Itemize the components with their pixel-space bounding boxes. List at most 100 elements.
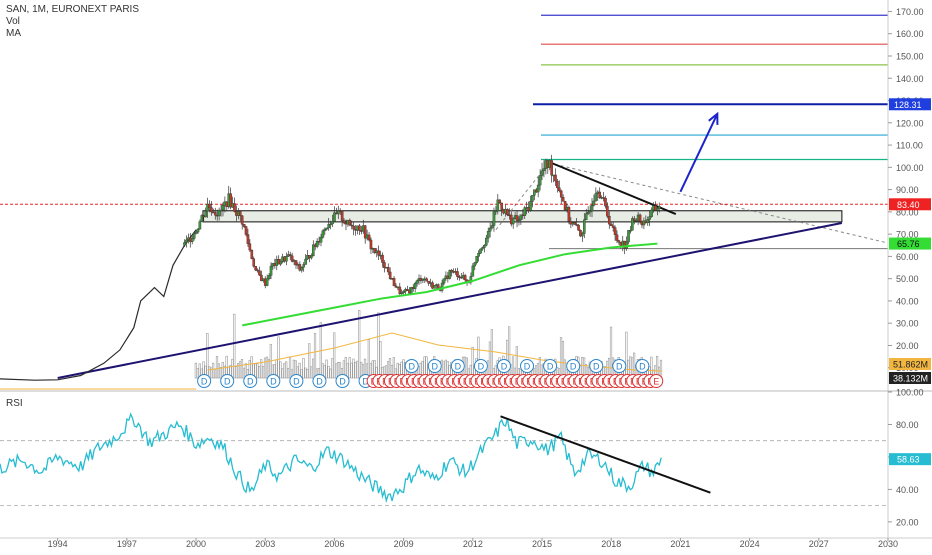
- candle-body: [613, 227, 617, 235]
- candle-body: [254, 266, 257, 271]
- candle-body: [609, 223, 613, 227]
- dividend-marker-letter: D: [270, 377, 277, 387]
- candle-body: [650, 209, 653, 217]
- price-tick-label: 160.00: [896, 29, 924, 39]
- volume-bar: [356, 360, 359, 379]
- dividend-marker[interactable]: D: [289, 374, 304, 388]
- candle-body: [456, 271, 459, 277]
- volume-bar: [333, 332, 336, 379]
- target-arrow-shaft: [679, 113, 719, 193]
- volume-ma-line: [207, 332, 663, 372]
- candle-body: [369, 239, 373, 250]
- dividend-marker-circle: [450, 359, 465, 373]
- candle-body: [471, 265, 475, 277]
- volume-bar: [306, 368, 309, 379]
- volume-value-badge: [889, 372, 931, 384]
- candle-body: [288, 254, 292, 257]
- volume-value-label: 51.862M: [893, 360, 928, 370]
- price-tick-label: 60.00: [896, 252, 919, 262]
- candle-body: [367, 234, 371, 241]
- dividend-marker-letter: D: [547, 362, 554, 372]
- candle-body: [410, 287, 413, 294]
- volume-bar: [358, 310, 361, 379]
- candle-body: [583, 219, 586, 234]
- legend-rsi[interactable]: RSI: [6, 398, 23, 409]
- dividend-marker-circle: [496, 359, 511, 373]
- candle-body: [265, 278, 269, 286]
- dividend-marker[interactable]: D: [496, 359, 511, 373]
- legend-ma[interactable]: MA: [6, 28, 21, 39]
- candle-body: [433, 285, 436, 289]
- candle-body: [531, 195, 534, 202]
- ma-value-badge: [889, 237, 931, 250]
- dividend-marker-letter: D: [316, 377, 323, 387]
- candle-body: [381, 254, 384, 263]
- symbol-title[interactable]: SAN, 1M, EURONEXT PARIS: [6, 4, 139, 15]
- dividend-marker[interactable]: D: [543, 359, 558, 373]
- candle-body: [490, 225, 494, 229]
- volume-bar: [196, 368, 199, 379]
- target-arrow-head: [708, 111, 719, 125]
- rsi-value-badge: [889, 453, 931, 466]
- candle-body: [290, 255, 294, 262]
- dividend-marker[interactable]: D: [312, 374, 327, 388]
- rsi-value-label: 58.63: [897, 455, 920, 465]
- dividend-marker[interactable]: D: [243, 374, 258, 388]
- dividend-marker-circle: [473, 359, 488, 373]
- dividend-marker-letter: D: [478, 362, 485, 372]
- candle-body: [496, 199, 500, 212]
- volume-bar: [311, 358, 315, 379]
- candle-body: [340, 210, 344, 221]
- dividend-marker[interactable]: D: [427, 359, 442, 373]
- volume-bar: [233, 313, 236, 379]
- candle-body: [252, 258, 256, 267]
- candle-body: [217, 209, 221, 217]
- volume-bar: [213, 368, 217, 379]
- candle-body: [398, 286, 402, 294]
- dividend-marker[interactable]: D: [450, 359, 465, 373]
- dividend-marker[interactable]: D: [197, 374, 212, 388]
- dividend-marker-circle: [520, 359, 535, 373]
- candle-body: [492, 210, 496, 226]
- dividend-marker[interactable]: D: [266, 374, 281, 388]
- earnings-marker[interactable]: E: [649, 374, 664, 388]
- volume-bar: [212, 362, 215, 379]
- volume-bar: [238, 361, 242, 379]
- dividend-marker[interactable]: D: [335, 374, 350, 388]
- candle-body: [498, 199, 502, 204]
- candle-body: [190, 238, 194, 242]
- candle-body: [279, 261, 282, 265]
- candle-body: [363, 225, 367, 239]
- dividend-marker[interactable]: D: [520, 359, 535, 373]
- dividend-marker[interactable]: D: [473, 359, 488, 373]
- dividend-marker[interactable]: D: [635, 359, 650, 373]
- candle-body: [238, 211, 242, 217]
- dividend-marker[interactable]: D: [220, 374, 235, 388]
- candle-body: [352, 225, 355, 230]
- candle-body: [631, 218, 634, 231]
- candle-body: [200, 215, 204, 222]
- dividend-marker[interactable]: D: [589, 359, 604, 373]
- time-tick-label: 2018: [601, 539, 621, 549]
- candle-body: [258, 270, 261, 276]
- candle-body: [415, 280, 419, 284]
- price-tick-label: 140.00: [896, 74, 924, 84]
- candle-body: [611, 225, 615, 228]
- volume-bar: [279, 361, 282, 379]
- ma-value-label: 65.76: [897, 239, 920, 249]
- legend-vol[interactable]: Vol: [6, 16, 20, 27]
- candle-body: [256, 269, 259, 272]
- dividend-marker[interactable]: D: [612, 359, 627, 373]
- time-tick-label: 1994: [48, 539, 68, 549]
- dividend-marker[interactable]: D: [566, 359, 581, 373]
- candle-body: [377, 250, 380, 256]
- candle-body: [358, 225, 361, 231]
- candle-body: [634, 219, 638, 222]
- dividend-marker[interactable]: D: [404, 359, 419, 373]
- dividend-marker-letter: D: [639, 362, 646, 372]
- candle-body: [248, 243, 252, 251]
- volume-bar: [354, 362, 357, 379]
- rising-trendline: [57, 222, 843, 379]
- candle-body: [323, 228, 327, 232]
